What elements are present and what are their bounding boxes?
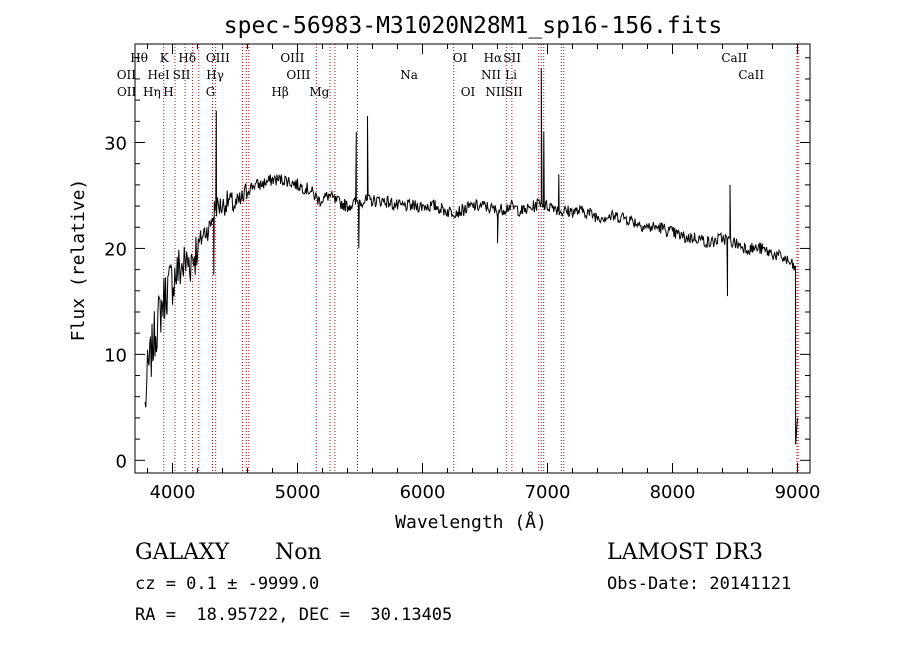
line-label-26: SII: [505, 85, 523, 99]
line-label-4: OIII: [280, 51, 304, 65]
line-label-8: CaII: [721, 51, 747, 65]
spectrum-line: [144, 68, 798, 445]
line-label-9: OII: [117, 68, 137, 82]
line-label-16: Li: [505, 68, 517, 82]
x-tick-label-5: 9000: [775, 482, 821, 503]
y-tick-label-2: 20: [104, 239, 127, 260]
line-label-15: NII: [481, 68, 501, 82]
line-label-18: OII: [117, 85, 137, 99]
x-tick-label-4: 8000: [650, 482, 696, 503]
survey-name: LAMOST DR3: [607, 540, 763, 565]
line-label-23: Mg: [309, 85, 329, 99]
line-label-11: SII: [173, 68, 191, 82]
line-label-3: OIII: [206, 51, 230, 65]
redshift-cz: cz = 0.1 ± -9999.0: [135, 574, 319, 594]
line-label-10: HeI: [147, 68, 170, 82]
line-label-19: Hη: [143, 85, 161, 99]
line-label-14: Na: [400, 68, 418, 82]
line-label-2: Hδ: [178, 51, 196, 65]
line-label-22: Hβ: [271, 85, 288, 99]
line-label-6: Hα: [484, 51, 503, 65]
marker-lines: [163, 44, 799, 473]
y-tick-label-1: 10: [104, 345, 127, 366]
line-label-25: NII: [485, 85, 505, 99]
x-tick-label-3: 7000: [525, 482, 571, 503]
line-label-20: H: [163, 85, 173, 99]
line-label-13: OIII: [286, 68, 310, 82]
line-label-17: CaII: [738, 68, 764, 82]
obs-date: Obs-Date: 20141121: [607, 574, 791, 594]
chart-title: spec-56983-M31020N28M1_sp16-156.fits: [224, 13, 723, 39]
y-axis-ticks: 0 10 20 30: [104, 57, 810, 472]
x-tick-label-0: 4000: [150, 482, 196, 503]
y-tick-label-3: 30: [104, 134, 127, 155]
line-label-1: K: [160, 51, 170, 65]
line-label-7: SII: [503, 51, 521, 65]
object-subclass: Non: [275, 540, 322, 565]
sky-coordinates: RA = 18.95722, DEC = 30.13405: [135, 605, 452, 625]
line-label-24: OI: [461, 85, 476, 99]
plot-frame: [134, 43, 811, 474]
object-class: GALAXY: [135, 540, 230, 565]
y-axis-label: Flux (relative): [68, 179, 89, 342]
line-label-5: OI: [453, 51, 468, 65]
line-label-21: G: [206, 85, 216, 99]
y-tick-label-0: 0: [116, 451, 127, 472]
x-axis-ticks: 4000 5000 6000 7000 8000 9000: [147, 44, 821, 503]
x-axis-label: Wavelength (Å): [395, 511, 547, 533]
line-label-12: Hγ: [206, 68, 224, 82]
x-tick-label-2: 6000: [400, 482, 446, 503]
x-tick-label-1: 5000: [275, 482, 321, 503]
